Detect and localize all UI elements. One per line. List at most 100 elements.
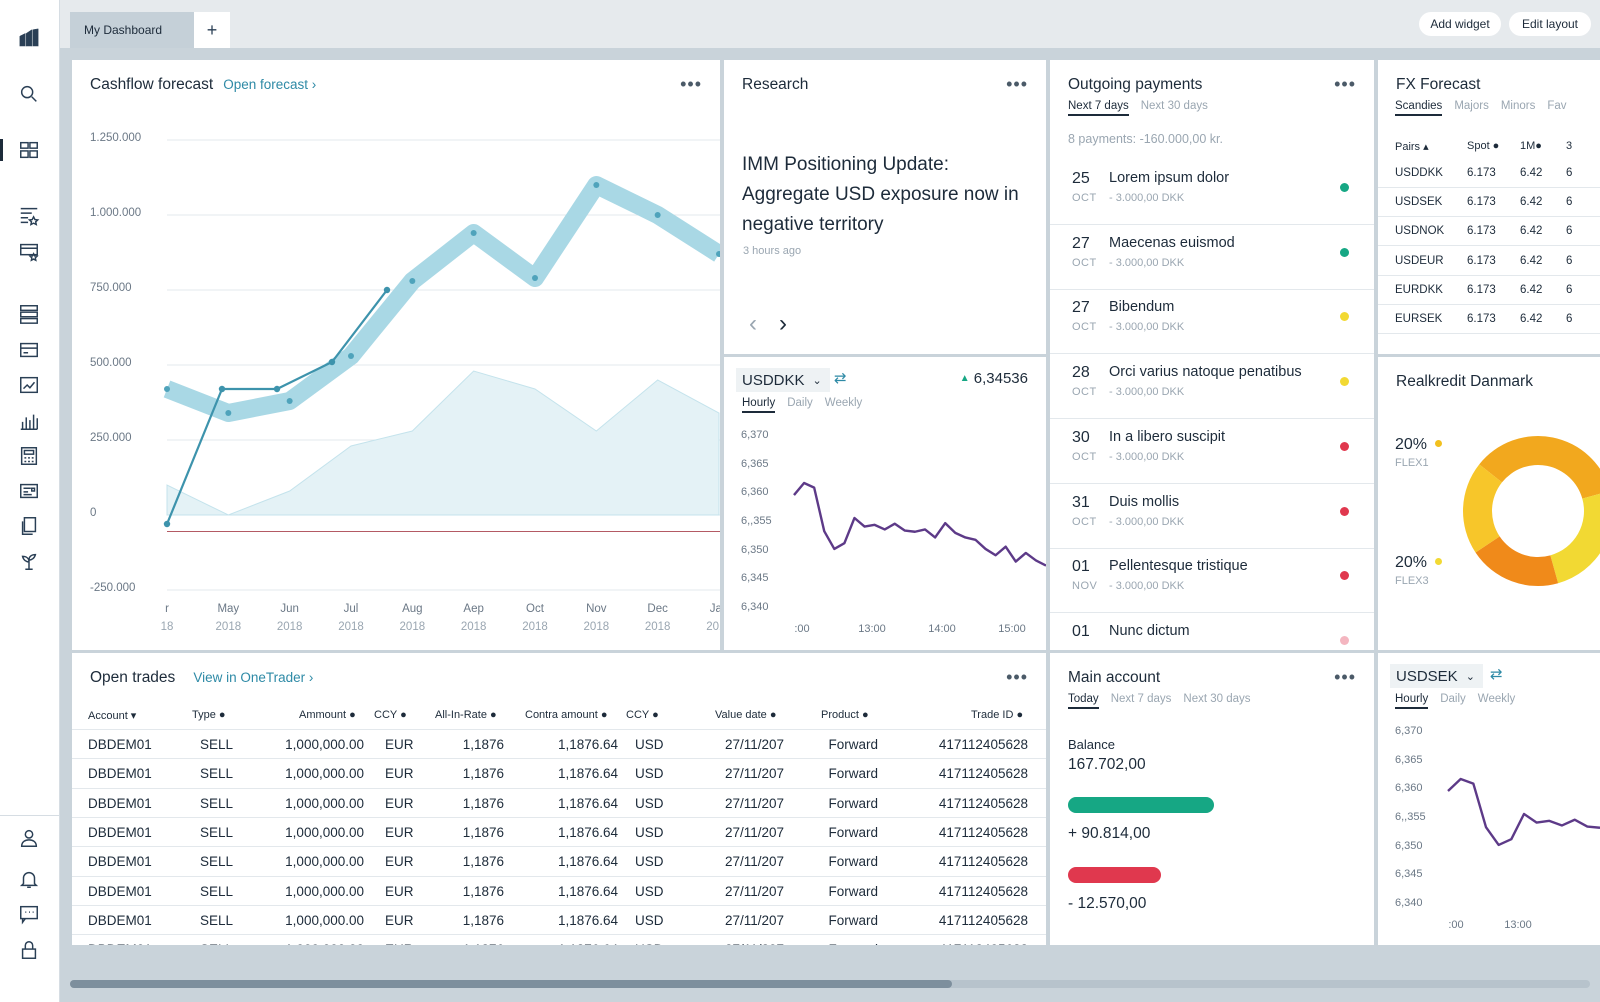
server-icon[interactable] (16, 301, 42, 327)
fx-col-pairs[interactable]: Pairs ▴ (1395, 141, 1429, 153)
cashflow-forecast-point[interactable] (654, 212, 661, 218)
card-icon[interactable] (16, 337, 42, 363)
logo-icon[interactable] (16, 25, 42, 51)
search-icon[interactable] (16, 81, 42, 107)
donut-slice[interactable] (1479, 436, 1600, 499)
tab-daily[interactable]: Daily (1440, 693, 1466, 705)
fx-row[interactable]: EURSEK 6.173 6.42 6 (1378, 305, 1600, 334)
donut-slice[interactable] (1463, 464, 1502, 553)
cashflow-forecast-point[interactable] (348, 353, 354, 359)
tab-today[interactable]: Today (1068, 693, 1099, 709)
cashflow-actual-point[interactable] (273, 385, 281, 393)
tab-my-dashboard[interactable]: My Dashboard (70, 12, 194, 48)
col-type[interactable]: Type ● (192, 709, 226, 721)
payment-row[interactable]: 01 NOV Pellentesque tristique - 3.000,00 DK… (1050, 548, 1374, 614)
cashflow-forecast-point[interactable] (225, 410, 232, 416)
cashflow-actual-point[interactable] (218, 385, 226, 393)
add-widget-button[interactable]: Add widget (1419, 12, 1501, 36)
lock-icon[interactable] (16, 937, 42, 963)
tab-scandies[interactable]: Scandies (1395, 100, 1443, 116)
col-amount[interactable]: Ammount ● (299, 709, 356, 721)
cashflow-forecast-point[interactable] (164, 386, 170, 392)
card-star-icon[interactable] (16, 238, 42, 264)
list-star-icon[interactable] (16, 202, 42, 228)
next-arrow-icon[interactable]: › (779, 310, 787, 337)
swap-icon[interactable]: ⇄ (1490, 666, 1503, 683)
col-ccy-2[interactable]: CCY ● (626, 709, 659, 721)
col-account[interactable]: Account ▾ (88, 710, 137, 722)
scrollbar-thumb[interactable] (70, 980, 952, 988)
tab-majors[interactable]: Majors (1454, 100, 1489, 112)
cashflow-forecast-point[interactable] (470, 230, 477, 236)
fx-col-1m[interactable]: 1M● (1520, 140, 1542, 152)
col-ccy[interactable]: CCY ● (374, 709, 407, 721)
research-menu-icon[interactable]: ••• (1006, 74, 1028, 94)
horizontal-scrollbar[interactable] (70, 980, 1590, 988)
previous-arrow-icon[interactable]: ‹ (749, 310, 757, 337)
fx-row[interactable]: USDSEK 6.173 6.42 6 (1378, 188, 1600, 218)
view-onetrader-link[interactable]: View in OneTrader › (193, 670, 313, 685)
swap-icon[interactable]: ⇄ (834, 370, 847, 387)
id-card-icon[interactable] (16, 478, 42, 504)
tab-weekly[interactable]: Weekly (824, 397, 863, 409)
payment-row[interactable]: 30 OCT In a libero suscipit - 3.000,00 DKK (1050, 419, 1374, 484)
payment-row[interactable]: 27 OCT Bibendum - 3.000,00 DKK (1050, 289, 1374, 355)
calculator-icon[interactable] (16, 443, 42, 469)
tab-next-7-days[interactable]: Next 7 days (1068, 100, 1129, 116)
payment-row[interactable]: 28 OCT Orci varius natoque penatibus - 3.00… (1050, 354, 1374, 420)
payment-row[interactable]: 01 Nunc dictum (1050, 613, 1374, 650)
col-all-in-rate[interactable]: All-In-Rate ● (435, 709, 497, 721)
donut-slice[interactable] (1550, 491, 1600, 584)
donut-slice[interactable] (1475, 536, 1559, 586)
chart-icon[interactable] (16, 372, 42, 398)
tab-favourites[interactable]: Fav (1547, 100, 1567, 112)
fx-row[interactable]: USDDKK 6.173 6.42 6 (1378, 159, 1600, 188)
tab-next-30-days[interactable]: Next 30 days (1140, 100, 1208, 112)
tab-next-30-days[interactable]: Next 30 days (1183, 693, 1251, 705)
payment-row[interactable]: 25 OCT Lorem ipsum dolor - 3.000,00 DKK (1050, 160, 1374, 225)
bar-chart-icon[interactable] (16, 408, 42, 434)
account-menu-icon[interactable]: ••• (1334, 667, 1356, 687)
fx-row[interactable]: EURDKK 6.173 6.42 6 (1378, 276, 1600, 305)
cashflow-menu-icon[interactable]: ••• (680, 74, 702, 94)
plant-icon[interactable] (16, 548, 42, 574)
payment-row[interactable]: 27 OCT Maecenas euismod - 3.000,00 DKK (1050, 225, 1374, 290)
col-trade-id[interactable]: Trade ID ● (971, 709, 1024, 721)
col-product[interactable]: Product ● (821, 709, 869, 721)
tab-hourly[interactable]: Hourly (742, 397, 776, 413)
documents-icon[interactable] (16, 513, 42, 539)
pair-select[interactable]: USDDKK ⌄ (736, 368, 830, 392)
cashflow-forecast-point[interactable] (286, 398, 293, 404)
payment-row[interactable]: 31 OCT Duis mollis - 3.000,00 DKK (1050, 484, 1374, 549)
trades-menu-icon[interactable]: ••• (1006, 667, 1028, 687)
bell-icon[interactable] (16, 866, 42, 892)
cashflow-actual-point[interactable] (163, 520, 171, 528)
tab-daily[interactable]: Daily (787, 397, 813, 409)
edit-layout-button[interactable]: Edit layout (1509, 12, 1591, 36)
user-icon[interactable] (16, 825, 42, 851)
table-row[interactable]: DBDEM01SELL1,000,000.00EUR1,18761,1876.6… (72, 934, 1046, 945)
tab-next-7-days[interactable]: Next 7 days (1110, 693, 1172, 705)
cashflow-forecast-point[interactable] (593, 182, 600, 188)
cashflow-actual-point[interactable] (328, 358, 336, 366)
cashflow-forecast-point[interactable] (532, 275, 538, 281)
add-tab-button[interactable]: + (194, 12, 230, 48)
chat-icon[interactable] (16, 901, 42, 927)
cashflow-actual-point[interactable] (383, 286, 391, 294)
col-value-date[interactable]: Value date ● (715, 709, 777, 721)
research-headline[interactable]: IMM Positioning Update: Aggregate USD ex… (742, 154, 1019, 235)
fx-row[interactable]: USDEUR 6.173 6.42 6 (1378, 247, 1600, 276)
tab-minors[interactable]: Minors (1500, 100, 1536, 112)
payments-menu-icon[interactable]: ••• (1334, 74, 1356, 94)
fx-col-spot[interactable]: Spot ● (1467, 140, 1500, 152)
dashboard-icon[interactable] (16, 137, 42, 163)
tab-hourly[interactable]: Hourly (1395, 693, 1429, 709)
open-forecast-link[interactable]: Open forecast › (223, 77, 316, 92)
fx-row[interactable]: USDNOK 6.173 6.42 6 (1378, 217, 1600, 247)
